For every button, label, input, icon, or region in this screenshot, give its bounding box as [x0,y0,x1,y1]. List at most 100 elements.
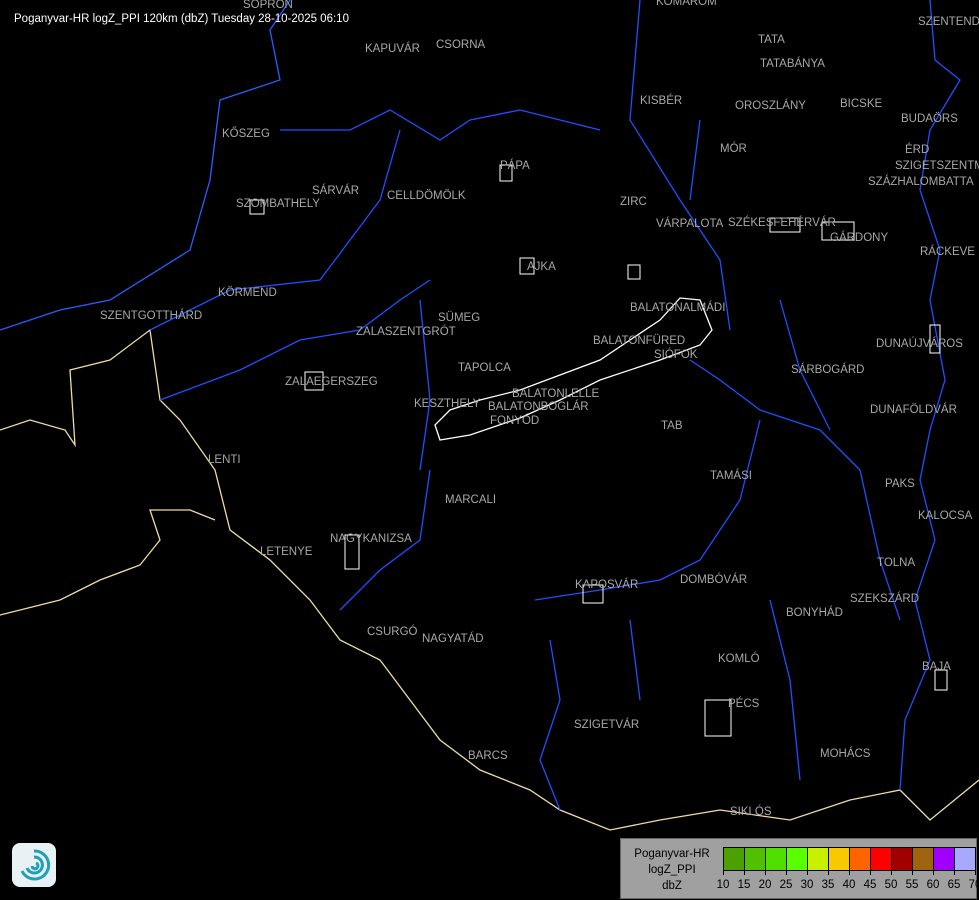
legend-tick [912,869,913,875]
city-label: PÁPA [500,160,530,172]
east-streams [629,0,831,431]
legend-tick [786,869,787,875]
city-label: DUNAÚJVÁROS [876,338,963,350]
legend-swatch [829,848,850,870]
city-label: SÁRBOGÁRD [791,364,865,376]
city-label: KAPUVÁR [365,43,420,55]
drava-tributaries [539,599,801,811]
radar-title: Poganyvar-HR logZ_PPI 120km (dbZ) Tuesda… [14,13,349,25]
city-label: TATABÁNYA [760,58,825,70]
city-label: KISBÉR [640,95,683,107]
legend-tick-label: 45 [863,879,877,891]
city-label: BONYHÁD [786,607,843,619]
city-label: SZENTEND [918,16,979,28]
kapos-river [534,419,761,601]
legend-product: logZ_PPI [648,864,696,876]
legend-tick [744,869,745,875]
legend-swatch [745,848,766,870]
legend-tick [933,869,934,875]
raba-river [280,109,601,141]
legend-swatch [913,848,934,870]
border-river [0,0,291,331]
west-streams [159,279,431,611]
city-label: MÓR [720,143,747,155]
city-label: SZÉKESFEHÉRVÁR [728,217,836,229]
city-label: KŐSZEG [222,128,270,140]
legend-tick-label: 25 [779,879,793,891]
legend-tick-label: 70 [968,879,979,891]
legend-swatch [850,848,871,870]
city-label: FONYÓD [490,415,540,427]
city-label: KAPOSVÁR [575,579,639,591]
city-label: TAPOLCA [458,362,511,374]
legend-tick [891,869,892,875]
city-label: ÉRD [905,144,930,156]
city-label: MARCALI [445,494,497,506]
city-label: DOMBÓVÁR [680,574,748,586]
city-label: SZEKSZÁRD [850,593,920,605]
color-legend: Poganyvar-HR logZ_PPI dbZ 10 15 20 25 30 35 40… [620,838,979,899]
city-label: TOLNA [877,557,916,569]
country-border-2 [0,509,216,616]
city-label: TAB [661,420,683,432]
legend-tick [765,869,766,875]
city-label: BUDAÖRS [901,113,958,125]
legend-swatch [787,848,808,870]
city-label: GÁRDONY [830,232,889,244]
legend-swatch [934,848,955,870]
city-label: AJKA [527,261,556,273]
city-label: KOMLÓ [718,653,760,665]
city-label: ZALASZENTGRÓT [356,326,456,338]
logo-swirl-icon [12,843,56,887]
legend-swatches [723,847,976,871]
city-label: BALATONBOGLÁR [488,401,589,413]
city-label: TAMÁSI [710,470,752,482]
legend-tick [828,869,829,875]
legend-tick [849,869,850,875]
city-label: BAJA [922,661,951,673]
city-label: RÁCKEVE [920,246,975,258]
city-label: LENTI [208,454,241,466]
legend-swatch [892,848,913,870]
legend-unit: dbZ [662,880,682,892]
city-label: BARCS [468,750,508,762]
city-label: DUNAFÖLDVÁR [870,404,957,416]
city-label: SZOMBATHELY [236,198,320,210]
city-label: CSORNA [436,39,486,51]
city-label: CSURGÓ [367,626,418,638]
city-label: TATA [758,34,785,46]
city-label: ZIRC [620,196,647,208]
legend-tick [807,869,808,875]
legend-tick [975,869,976,875]
zala-river [149,129,401,331]
city-label: KOMÁROM [656,0,717,8]
city-label: BALATONFÜRED [593,335,686,347]
legend-swatch [871,848,892,870]
danube-river [899,0,961,791]
city-label: CELLDÖMÖLK [387,190,466,202]
city-label: MOHÁCS [820,748,871,760]
city-label: SÁRVÁR [312,185,360,197]
legend-swatch [808,848,829,870]
city-label: SÜMEG [438,312,481,324]
legend-tick-label: 15 [737,879,751,891]
legend-radar: Poganyvar-HR [634,848,710,860]
sio-river [689,359,901,621]
city-label: ZALAEGERSZEG [285,376,378,388]
legend-swatch [766,848,787,870]
city-label: BALATONALMÁDI [630,302,726,314]
city-label: SIKLÓS [730,806,772,818]
city-label: SZIGETVÁR [574,719,640,731]
city-label: OROSZLÁNY [735,100,806,112]
legend-swatch [955,848,975,870]
legend-tick-label: 60 [926,879,940,891]
legend-tick-label: 50 [884,879,898,891]
city-label: SZIGETSZENTM [895,160,979,172]
legend-tick [723,869,724,875]
city-label: SOPRON [243,0,293,11]
country-border [0,328,979,831]
legend-tick-label: 30 [800,879,814,891]
city-label: KÖRMEND [218,287,277,299]
legend-tick-label: 20 [758,879,772,891]
